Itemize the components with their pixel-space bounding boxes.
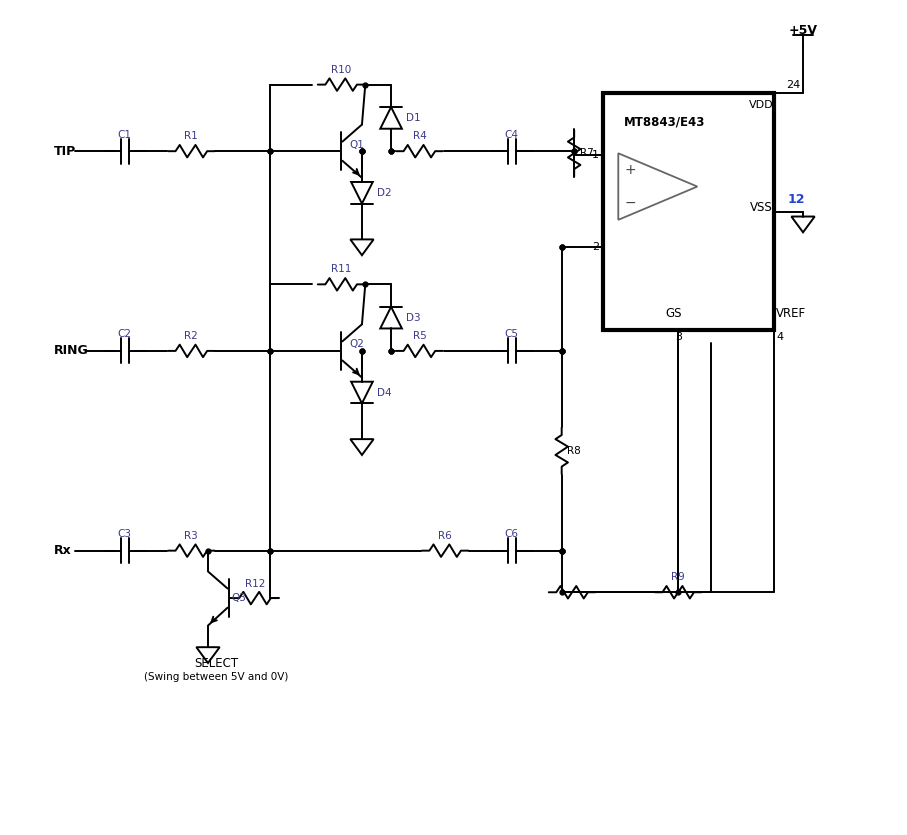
Text: 12: 12 bbox=[787, 193, 805, 205]
Text: R8: R8 bbox=[567, 446, 581, 456]
Text: 4: 4 bbox=[776, 331, 784, 342]
Text: +: + bbox=[625, 163, 637, 177]
Text: (Swing between 5V and 0V): (Swing between 5V and 0V) bbox=[144, 672, 288, 682]
Text: VSS: VSS bbox=[750, 201, 773, 214]
Text: R5: R5 bbox=[413, 331, 426, 341]
Text: TIP: TIP bbox=[54, 144, 76, 158]
Text: R7: R7 bbox=[580, 149, 593, 159]
Text: −: − bbox=[625, 196, 637, 210]
Text: R3: R3 bbox=[184, 531, 199, 541]
Text: R1: R1 bbox=[184, 131, 199, 141]
Text: 3: 3 bbox=[675, 331, 682, 342]
Text: R11: R11 bbox=[331, 265, 351, 275]
Text: +5V: +5V bbox=[788, 24, 817, 37]
Text: 24: 24 bbox=[786, 79, 800, 89]
Text: D2: D2 bbox=[377, 188, 392, 198]
Text: VDD: VDD bbox=[749, 100, 774, 110]
Text: VREF: VREF bbox=[776, 307, 806, 320]
Text: MT8843/E43: MT8843/E43 bbox=[624, 115, 706, 129]
Text: C3: C3 bbox=[118, 529, 132, 539]
Text: R10: R10 bbox=[331, 64, 351, 74]
Text: 1: 1 bbox=[592, 150, 600, 160]
Text: Q3: Q3 bbox=[231, 593, 246, 603]
Text: R2: R2 bbox=[184, 331, 199, 341]
Text: R12: R12 bbox=[245, 579, 265, 589]
Text: R4: R4 bbox=[413, 131, 426, 141]
Text: GS: GS bbox=[666, 307, 682, 320]
Text: C5: C5 bbox=[505, 329, 519, 339]
Text: Rx: Rx bbox=[54, 544, 72, 557]
Text: C6: C6 bbox=[505, 529, 519, 539]
Text: D3: D3 bbox=[406, 312, 421, 322]
Text: SELECT: SELECT bbox=[194, 656, 239, 670]
Text: R6: R6 bbox=[438, 531, 452, 541]
Text: Q1: Q1 bbox=[349, 139, 365, 149]
Text: C1: C1 bbox=[118, 129, 132, 139]
Text: Q2: Q2 bbox=[349, 339, 365, 349]
Text: D1: D1 bbox=[406, 113, 421, 123]
Text: C4: C4 bbox=[505, 129, 519, 139]
Text: D4: D4 bbox=[377, 387, 392, 397]
Text: 2: 2 bbox=[592, 242, 600, 252]
Text: C2: C2 bbox=[118, 329, 132, 339]
Text: RING: RING bbox=[54, 344, 89, 357]
Bar bbox=[603, 93, 774, 330]
Text: R9: R9 bbox=[671, 572, 685, 582]
